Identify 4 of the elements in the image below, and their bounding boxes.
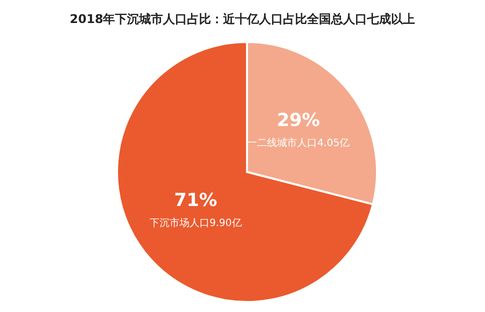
slice-label: 下沉市场人口9.90亿 <box>150 216 242 229</box>
data-label: 29% <box>276 110 320 132</box>
data-label: 71% <box>174 190 218 211</box>
chart-title: 2018年下沉城市人口占比：近十亿人口占比全国总人口七成以上 <box>68 11 416 28</box>
